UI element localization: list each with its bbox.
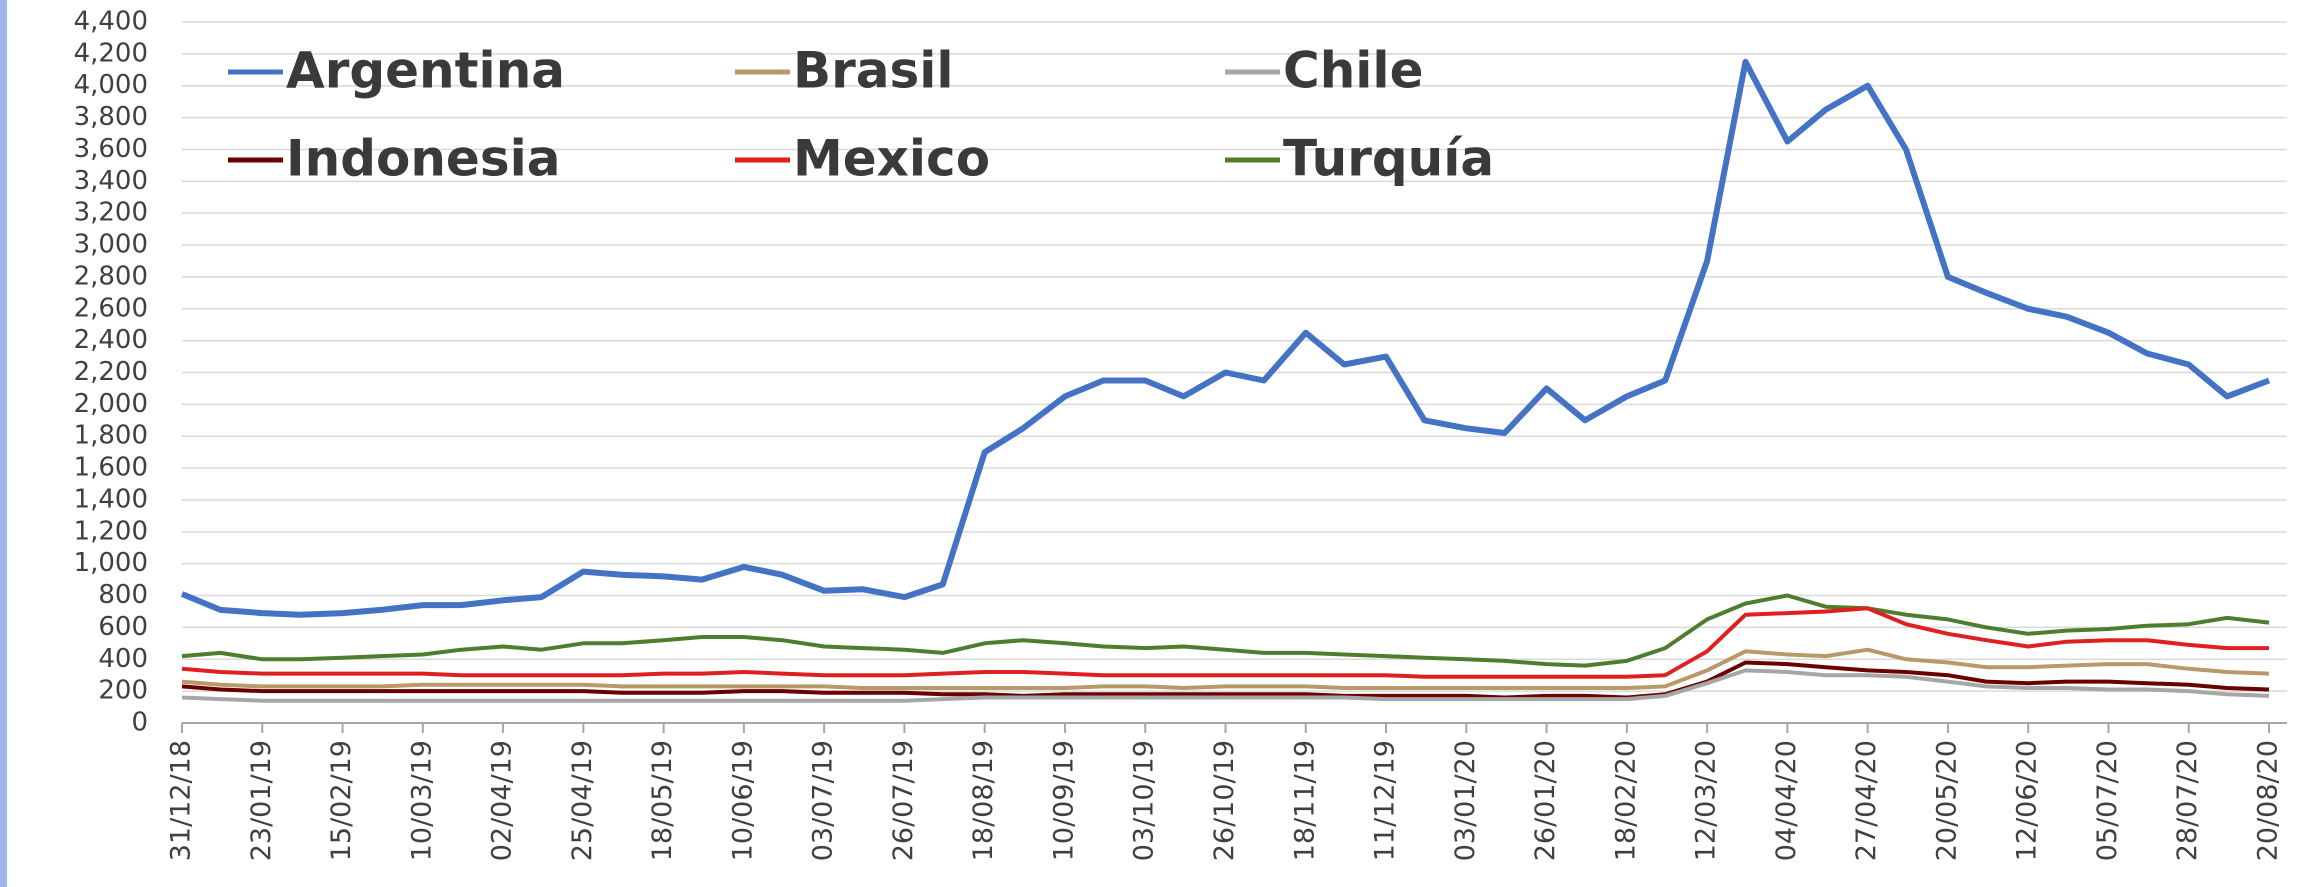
y-tick-label: 800 (98, 580, 148, 610)
legend-label: Turquía (1283, 130, 1494, 188)
y-tick-label: 2,800 (74, 261, 148, 291)
left-border (0, 0, 7, 887)
y-tick-label: 1,000 (74, 548, 148, 578)
series-line (181, 660, 2270, 700)
x-tick-label: 02/04/19 (487, 740, 518, 861)
x-tick-label: 12/03/20 (1691, 740, 1722, 861)
y-tick-label: 4,200 (74, 38, 148, 68)
y-tick-label: 600 (98, 612, 148, 642)
legend-label: Brasil (793, 42, 954, 100)
x-tick-label: 04/04/20 (1771, 740, 1802, 861)
x-tick-label: 23/01/19 (246, 740, 277, 861)
y-tick-label: 2,600 (74, 293, 148, 323)
legend-label: Mexico (793, 130, 990, 188)
legend-label: Indonesia (286, 130, 561, 188)
x-tick-label: 15/02/19 (326, 740, 357, 861)
x-tick-label: 03/07/19 (808, 740, 839, 861)
series-line (181, 668, 2270, 703)
x-tick-label: 20/05/20 (1931, 740, 1962, 861)
x-tick-label: 11/12/19 (1370, 740, 1401, 861)
x-tick-label: 25/04/19 (567, 740, 598, 861)
y-tick-label: 3,400 (74, 166, 148, 196)
y-tick-label: 3,000 (74, 230, 148, 260)
y-tick-label: 400 (98, 644, 148, 674)
x-tick-label: 18/05/19 (647, 740, 678, 861)
x-tick-label: 03/10/19 (1129, 740, 1160, 861)
x-tick-label: 10/09/19 (1048, 740, 1079, 861)
x-tick-label: 18/11/19 (1289, 740, 1320, 861)
legend-label: Argentina (286, 42, 565, 100)
y-tick-label: 4,400 (74, 7, 148, 37)
y-tick-label: 0 (131, 708, 148, 738)
x-tick-label: 18/08/19 (968, 740, 999, 861)
y-tick-label: 1,800 (74, 421, 148, 451)
x-tick-label: 26/01/20 (1530, 740, 1561, 861)
y-tick-label: 1,400 (74, 484, 148, 514)
y-tick-label: 1,600 (74, 453, 148, 483)
y-tick-label: 2,000 (74, 389, 148, 419)
x-tick-label: 20/08/20 (2253, 740, 2284, 861)
y-tick-label: 3,800 (74, 102, 148, 132)
y-tick-label: 3,200 (74, 198, 148, 228)
x-tick-label: 10/03/19 (406, 740, 437, 861)
x-tick-label: 27/04/20 (1851, 740, 1882, 861)
legend-label: Chile (1283, 42, 1423, 100)
y-tick-label: 2,200 (74, 357, 148, 387)
series-line (181, 647, 2270, 690)
y-tick-label: 4,000 (74, 70, 148, 100)
x-tick-label: 28/07/20 (2172, 740, 2203, 861)
x-tick-label: 31/12/18 (166, 740, 197, 861)
y-tick-label: 1,200 (74, 516, 148, 546)
x-tick-label: 10/06/19 (727, 740, 758, 861)
y-tick-label: 3,600 (74, 134, 148, 164)
x-tick-label: 18/02/20 (1610, 740, 1641, 861)
x-tick-label: 26/10/19 (1209, 740, 1240, 861)
x-tick-label: 03/01/20 (1450, 740, 1481, 861)
series-line (181, 593, 2270, 668)
series-line (180, 58, 2271, 618)
y-tick-label: 2,400 (74, 325, 148, 355)
y-tick-label: 200 (98, 676, 148, 706)
x-tick-label: 05/07/20 (2092, 740, 2123, 861)
series-line (181, 606, 2269, 679)
x-tick-label: 26/07/19 (888, 740, 919, 861)
x-tick-label: 12/06/20 (2012, 740, 2043, 861)
